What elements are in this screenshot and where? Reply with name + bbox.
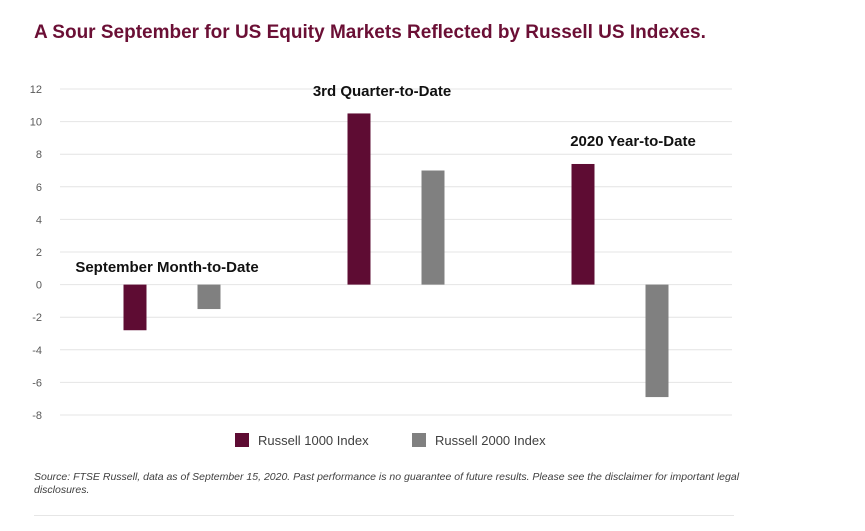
legend-swatch bbox=[412, 433, 426, 447]
y-tick-label: 10 bbox=[30, 117, 42, 129]
y-tick-label: 0 bbox=[36, 280, 42, 292]
y-tick-label: -2 bbox=[32, 312, 42, 324]
y-tick-label: 8 bbox=[36, 149, 42, 161]
legend-label: Russell 1000 Index bbox=[258, 433, 369, 448]
divider bbox=[34, 515, 734, 516]
source-note: Source: FTSE Russell, data as of Septemb… bbox=[34, 471, 740, 496]
bar-russell2000 bbox=[645, 284, 669, 398]
bar-chart: 12 10 8 6 4 2 0 -2 -4 -6 -8 September Month-to-Dat… bbox=[30, 83, 732, 448]
legend-label: Russell 2000 Index bbox=[435, 433, 546, 448]
bars bbox=[123, 113, 669, 398]
category-label: 3rd Quarter-to-Date bbox=[313, 83, 451, 100]
category-label: 2020 Year-to-Date bbox=[570, 133, 696, 150]
bar-russell2000 bbox=[197, 284, 221, 310]
bar-russell1000 bbox=[571, 163, 595, 285]
bar-russell2000 bbox=[421, 170, 445, 285]
legend-swatch bbox=[235, 433, 249, 447]
y-tick-label: 12 bbox=[30, 84, 42, 96]
category-label: September Month-to-Date bbox=[75, 259, 258, 276]
y-tick-label: 2 bbox=[36, 247, 42, 259]
y-axis-tick-labels: 12 10 8 6 4 2 0 -2 -4 -6 -8 bbox=[30, 84, 42, 422]
legend: Russell 1000 Index Russell 2000 Index bbox=[235, 433, 546, 448]
y-tick-label: -8 bbox=[32, 410, 42, 422]
bar-russell1000 bbox=[347, 113, 371, 285]
chart-title: A Sour September for US Equity Markets R… bbox=[34, 22, 706, 43]
y-tick-label: 4 bbox=[36, 214, 42, 226]
y-tick-label: -6 bbox=[32, 377, 42, 389]
category-labels: September Month-to-Date 3rd Quarter-to-Da… bbox=[75, 83, 695, 276]
y-tick-label: 6 bbox=[36, 182, 42, 194]
gridlines bbox=[60, 88, 732, 416]
y-tick-label: -4 bbox=[32, 345, 42, 357]
bar-russell1000 bbox=[123, 284, 147, 331]
